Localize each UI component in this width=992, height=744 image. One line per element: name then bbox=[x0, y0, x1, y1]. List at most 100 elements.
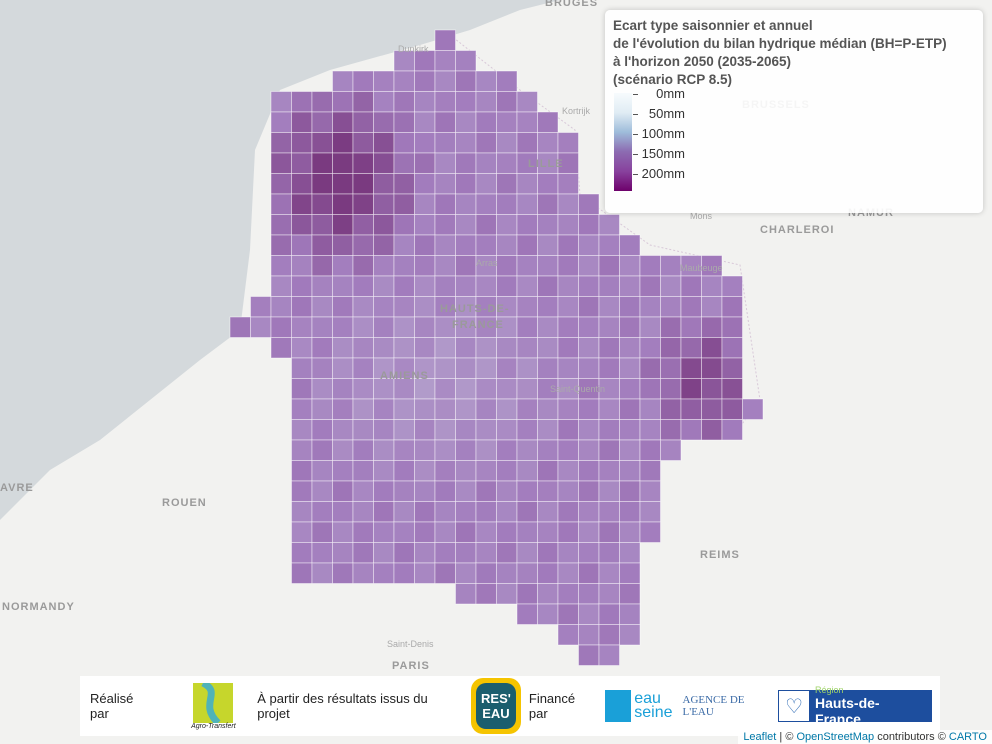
grid-cell[interactable] bbox=[434, 70, 456, 92]
grid-cell[interactable] bbox=[311, 132, 333, 154]
grid-cell[interactable] bbox=[578, 316, 600, 338]
grid-cell[interactable] bbox=[270, 234, 292, 256]
grid-cell[interactable] bbox=[475, 521, 497, 543]
grid-cell[interactable] bbox=[598, 316, 620, 338]
grid-cell[interactable] bbox=[434, 521, 456, 543]
grid-cell[interactable] bbox=[291, 255, 313, 277]
grid-cell[interactable] bbox=[619, 583, 641, 605]
grid-cell[interactable] bbox=[721, 398, 743, 420]
grid-cell[interactable] bbox=[291, 480, 313, 502]
grid-cell[interactable] bbox=[537, 234, 559, 256]
grid-cell[interactable] bbox=[660, 419, 682, 441]
grid-cell[interactable] bbox=[516, 521, 538, 543]
grid-cell[interactable] bbox=[475, 460, 497, 482]
grid-cell[interactable] bbox=[373, 255, 395, 277]
grid-cell[interactable] bbox=[557, 624, 579, 646]
grid-cell[interactable] bbox=[373, 111, 395, 133]
grid-cell[interactable] bbox=[598, 603, 620, 625]
grid-cell[interactable] bbox=[352, 357, 374, 379]
grid-cell[interactable] bbox=[373, 542, 395, 564]
grid-cell[interactable] bbox=[434, 460, 456, 482]
grid-cell[interactable] bbox=[311, 316, 333, 338]
grid-cell[interactable] bbox=[414, 501, 436, 523]
grid-cell[interactable] bbox=[639, 378, 661, 400]
grid-cell[interactable] bbox=[475, 501, 497, 523]
grid-cell[interactable] bbox=[701, 357, 723, 379]
grid-cell[interactable] bbox=[598, 398, 620, 420]
grid-cell[interactable] bbox=[291, 91, 313, 113]
grid-cell[interactable] bbox=[434, 234, 456, 256]
grid-cell[interactable] bbox=[455, 193, 477, 215]
grid-cell[interactable] bbox=[619, 398, 641, 420]
grid-cell[interactable] bbox=[455, 583, 477, 605]
grid-cell[interactable] bbox=[455, 275, 477, 297]
grid-cell[interactable] bbox=[578, 583, 600, 605]
grid-cell[interactable] bbox=[639, 296, 661, 318]
grid-cell[interactable] bbox=[496, 357, 518, 379]
grid-cell[interactable] bbox=[598, 439, 620, 461]
grid-cell[interactable] bbox=[373, 460, 395, 482]
grid-cell[interactable] bbox=[537, 111, 559, 133]
grid-cell[interactable] bbox=[352, 419, 374, 441]
grid-cell[interactable] bbox=[311, 419, 333, 441]
grid-cell[interactable] bbox=[434, 398, 456, 420]
grid-cell[interactable] bbox=[639, 398, 661, 420]
grid-cell[interactable] bbox=[475, 337, 497, 359]
grid-cell[interactable] bbox=[496, 255, 518, 277]
grid-cell[interactable] bbox=[332, 296, 354, 318]
grid-cell[interactable] bbox=[455, 152, 477, 174]
grid-cell[interactable] bbox=[291, 521, 313, 543]
grid-cell[interactable] bbox=[352, 173, 374, 195]
grid-cell[interactable] bbox=[619, 624, 641, 646]
grid-cell[interactable] bbox=[311, 337, 333, 359]
grid-cell[interactable] bbox=[414, 562, 436, 584]
grid-cell[interactable] bbox=[496, 480, 518, 502]
grid-cell[interactable] bbox=[455, 521, 477, 543]
grid-cell[interactable] bbox=[496, 111, 518, 133]
grid-cell[interactable] bbox=[516, 111, 538, 133]
grid-cell[interactable] bbox=[598, 460, 620, 482]
grid-cell[interactable] bbox=[557, 255, 579, 277]
grid-cell[interactable] bbox=[332, 91, 354, 113]
grid-cell[interactable] bbox=[557, 398, 579, 420]
grid-cell[interactable] bbox=[332, 193, 354, 215]
grid-cell[interactable] bbox=[352, 460, 374, 482]
grid-cell[interactable] bbox=[332, 419, 354, 441]
grid-cell[interactable] bbox=[332, 70, 354, 92]
grid-cell[interactable] bbox=[393, 173, 415, 195]
grid-cell[interactable] bbox=[414, 255, 436, 277]
grid-cell[interactable] bbox=[352, 214, 374, 236]
grid-cell[interactable] bbox=[578, 562, 600, 584]
grid-cell[interactable] bbox=[639, 337, 661, 359]
grid-cell[interactable] bbox=[619, 419, 641, 441]
grid-cell[interactable] bbox=[557, 460, 579, 482]
grid-cell[interactable] bbox=[639, 275, 661, 297]
grid-cell[interactable] bbox=[619, 337, 641, 359]
grid-cell[interactable] bbox=[393, 214, 415, 236]
grid-cell[interactable] bbox=[311, 542, 333, 564]
grid-cell[interactable] bbox=[414, 419, 436, 441]
grid-cell[interactable] bbox=[680, 419, 702, 441]
grid-cell[interactable] bbox=[229, 316, 251, 338]
grid-cell[interactable] bbox=[455, 111, 477, 133]
grid-cell[interactable] bbox=[434, 562, 456, 584]
grid-cell[interactable] bbox=[434, 132, 456, 154]
grid-cell[interactable] bbox=[598, 562, 620, 584]
grid-cell[interactable] bbox=[557, 337, 579, 359]
grid-cell[interactable] bbox=[537, 562, 559, 584]
grid-cell[interactable] bbox=[311, 234, 333, 256]
grid-cell[interactable] bbox=[352, 70, 374, 92]
grid-cell[interactable] bbox=[496, 152, 518, 174]
grid-cell[interactable] bbox=[660, 275, 682, 297]
grid-cell[interactable] bbox=[639, 439, 661, 461]
grid-cell[interactable] bbox=[393, 501, 415, 523]
grid-cell[interactable] bbox=[619, 357, 641, 379]
grid-cell[interactable] bbox=[414, 275, 436, 297]
grid-cell[interactable] bbox=[270, 255, 292, 277]
grid-cell[interactable] bbox=[352, 398, 374, 420]
grid-cell[interactable] bbox=[516, 337, 538, 359]
grid-cell[interactable] bbox=[598, 275, 620, 297]
grid-cell[interactable] bbox=[598, 583, 620, 605]
grid-cell[interactable] bbox=[721, 296, 743, 318]
grid-cell[interactable] bbox=[414, 214, 436, 236]
